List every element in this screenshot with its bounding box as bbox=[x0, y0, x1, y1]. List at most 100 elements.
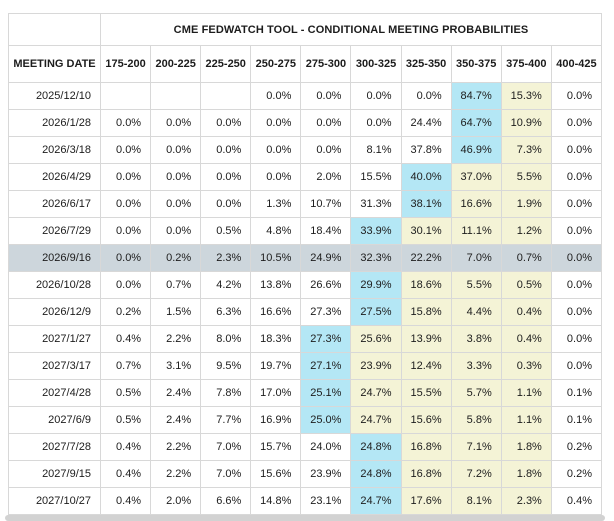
probability-cell: 0.0% bbox=[550, 82, 603, 110]
probability-cell: 1.2% bbox=[500, 217, 552, 245]
probability-cell: 1.8% bbox=[500, 460, 552, 488]
probability-cell: 7.8% bbox=[200, 379, 252, 407]
probability-cell: 0.0% bbox=[550, 271, 603, 299]
probability-cell: 1.3% bbox=[250, 190, 302, 218]
probability-cell: 24.7% bbox=[350, 406, 402, 434]
probability-cell: 27.1% bbox=[300, 352, 352, 380]
probability-cell: 0.0% bbox=[99, 136, 152, 164]
probability-cell: 0.0% bbox=[150, 136, 202, 164]
probability-cell: 29.9% bbox=[350, 271, 402, 299]
probability-cell: 17.6% bbox=[400, 487, 452, 515]
fedwatch-widget: CME FEDWATCH TOOL - CONDITIONAL MEETING … bbox=[5, 13, 605, 521]
probability-cell: 16.9% bbox=[250, 406, 302, 434]
probability-cell: 15.3% bbox=[500, 82, 552, 110]
rate-bin-header: 325-350 bbox=[400, 45, 452, 83]
probability-cell: 4.4% bbox=[450, 298, 502, 326]
probability-cell: 0.7% bbox=[99, 352, 152, 380]
probability-cell: 23.9% bbox=[300, 460, 352, 488]
table-title: CME FEDWATCH TOOL - CONDITIONAL MEETING … bbox=[100, 13, 602, 46]
probability-cell: 3.8% bbox=[450, 325, 502, 353]
probability-cell: 33.9% bbox=[350, 217, 402, 245]
probability-cell: 0.0% bbox=[550, 298, 603, 326]
table-bottom-shadow bbox=[5, 515, 605, 521]
rate-bin-header: 200-225 bbox=[150, 45, 202, 83]
meeting-date-cell: 2027/6/9 bbox=[8, 406, 101, 434]
probability-cell: 2.2% bbox=[150, 325, 202, 353]
probability-cell: 0.5% bbox=[99, 406, 152, 434]
probability-cell: 5.7% bbox=[450, 379, 502, 407]
probability-cell: 14.8% bbox=[250, 487, 302, 515]
meeting-row[interactable]: 2026/7/29 0.0% 0.0% 0.5% 4.8% 18.4% 33.9% 30.1%… bbox=[8, 217, 603, 245]
probability-cell: 5.5% bbox=[450, 271, 502, 299]
probability-cell: 0.0% bbox=[350, 82, 402, 110]
meeting-date-cell: 2026/3/18 bbox=[8, 136, 101, 164]
probability-cell: 0.4% bbox=[99, 487, 152, 515]
meeting-row[interactable]: 2026/1/28 0.0% 0.0% 0.0% 0.0% 0.0% 0.0% 24.4% 64… bbox=[8, 109, 603, 137]
meeting-row[interactable]: 2025/12/10 0.0% 0.0% 0.0% 0.0% 84.7% 15.3% 0.0% bbox=[8, 82, 603, 110]
probability-cell: 64.7% bbox=[450, 109, 502, 137]
probability-cell: 18.3% bbox=[250, 325, 302, 353]
probability-cell: 24.7% bbox=[350, 379, 402, 407]
probability-cell: 0.0% bbox=[550, 163, 603, 191]
meeting-date-cell: 2027/4/28 bbox=[8, 379, 101, 407]
rate-bin-header: 400-425 bbox=[550, 45, 603, 83]
probability-cell: 1.9% bbox=[500, 190, 552, 218]
probability-cell: 0.0% bbox=[550, 325, 603, 353]
probability-cell: 24.8% bbox=[350, 460, 402, 488]
meeting-row[interactable]: 2026/3/18 0.0% 0.0% 0.0% 0.0% 0.0% 8.1% 37.8% 46… bbox=[8, 136, 603, 164]
meeting-row[interactable]: 2027/3/17 0.7% 3.1% 9.5% 19.7% 27.1% 23.9% 12.4… bbox=[8, 352, 603, 380]
probability-cell: 2.2% bbox=[150, 460, 202, 488]
probability-cell: 25.1% bbox=[300, 379, 352, 407]
probability-cell: 18.4% bbox=[300, 217, 352, 245]
probability-cell: 24.9% bbox=[300, 244, 352, 272]
rate-bin-header: 250-275 bbox=[250, 45, 302, 83]
probability-cell: 23.1% bbox=[300, 487, 352, 515]
probability-cell: 0.0% bbox=[99, 271, 152, 299]
probability-cell: 0.0% bbox=[200, 136, 252, 164]
probability-cell: 24.7% bbox=[350, 487, 402, 515]
probability-cell: 2.2% bbox=[150, 433, 202, 461]
meeting-row[interactable]: 2026/4/29 0.0% 0.0% 0.0% 0.0% 2.0% 15.5% 40.0% 3… bbox=[8, 163, 603, 191]
meeting-row[interactable]: 2027/4/28 0.5% 2.4% 7.8% 17.0% 25.1% 24.7% 15.5… bbox=[8, 379, 603, 407]
probability-cell: 0.0% bbox=[550, 190, 603, 218]
meeting-row[interactable]: 2026/6/17 0.0% 0.0% 0.0% 1.3% 10.7% 31.3% 38.1%… bbox=[8, 190, 603, 218]
probability-cell: 0.0% bbox=[150, 163, 202, 191]
probability-cell: 0.4% bbox=[99, 460, 152, 488]
conditional-probabilities-table: CME FEDWATCH TOOL - CONDITIONAL MEETING … bbox=[8, 13, 603, 515]
meeting-row[interactable]: 2027/10/27 0.4% 2.0% 6.6% 14.8% 23.1% 24.7% 17.… bbox=[8, 487, 603, 515]
probability-cell: 6.3% bbox=[200, 298, 252, 326]
meeting-row[interactable]: 2027/7/28 0.4% 2.2% 7.0% 15.7% 24.0% 24.8% 16.8… bbox=[8, 433, 603, 461]
probability-cell: 3.3% bbox=[450, 352, 502, 380]
probability-cell: 0.0% bbox=[99, 190, 152, 218]
probability-cell: 25.0% bbox=[300, 406, 352, 434]
probability-cell: 16.8% bbox=[400, 460, 452, 488]
meeting-row[interactable]: 2026/10/28 0.0% 0.7% 4.2% 13.8% 26.6% 29.9% 18.… bbox=[8, 271, 603, 299]
meeting-date-cell: 2026/1/28 bbox=[8, 109, 101, 137]
probability-cell: 0.7% bbox=[150, 271, 202, 299]
probability-cell: 30.1% bbox=[400, 217, 452, 245]
meeting-date-cell: 2027/7/28 bbox=[8, 433, 101, 461]
probability-cell: 24.4% bbox=[400, 109, 452, 137]
probability-cell: 0.0% bbox=[300, 82, 352, 110]
meeting-date-cell: 2026/10/28 bbox=[8, 271, 101, 299]
probability-cell: 0.0% bbox=[550, 217, 603, 245]
probability-cell: 13.9% bbox=[400, 325, 452, 353]
probability-cell: 0.0% bbox=[250, 136, 302, 164]
meeting-date-cell: 2027/10/27 bbox=[8, 487, 101, 515]
probability-cell: 2.4% bbox=[150, 406, 202, 434]
probability-cell: 4.2% bbox=[200, 271, 252, 299]
rate-bin-header: 275-300 bbox=[300, 45, 352, 83]
probability-cell: 8.1% bbox=[350, 136, 402, 164]
probability-cell bbox=[200, 82, 252, 110]
probability-cell: 0.2% bbox=[550, 433, 603, 461]
probability-cell: 46.9% bbox=[450, 136, 502, 164]
probability-cell: 0.2% bbox=[150, 244, 202, 272]
meeting-row[interactable]: 2027/6/9 0.5% 2.4% 7.7% 16.9% 25.0% 24.7% 15.6%… bbox=[8, 406, 603, 434]
meeting-row[interactable]: 2026/12/9 0.2% 1.5% 6.3% 16.6% 27.3% 27.5% 15.8… bbox=[8, 298, 603, 326]
meeting-row-selected[interactable]: 2026/9/16 0.0% 0.2% 2.3% 10.5% 24.9% 32.3% 22.2… bbox=[8, 244, 603, 272]
meeting-row[interactable]: 2027/9/15 0.4% 2.2% 7.0% 15.6% 23.9% 24.8% 16.8… bbox=[8, 460, 603, 488]
probability-cell: 0.0% bbox=[300, 109, 352, 137]
probability-cell: 0.0% bbox=[150, 217, 202, 245]
meeting-row[interactable]: 2027/1/27 0.4% 2.2% 8.0% 18.3% 27.3% 25.6% 13.9… bbox=[8, 325, 603, 353]
probability-cell: 1.1% bbox=[500, 379, 552, 407]
